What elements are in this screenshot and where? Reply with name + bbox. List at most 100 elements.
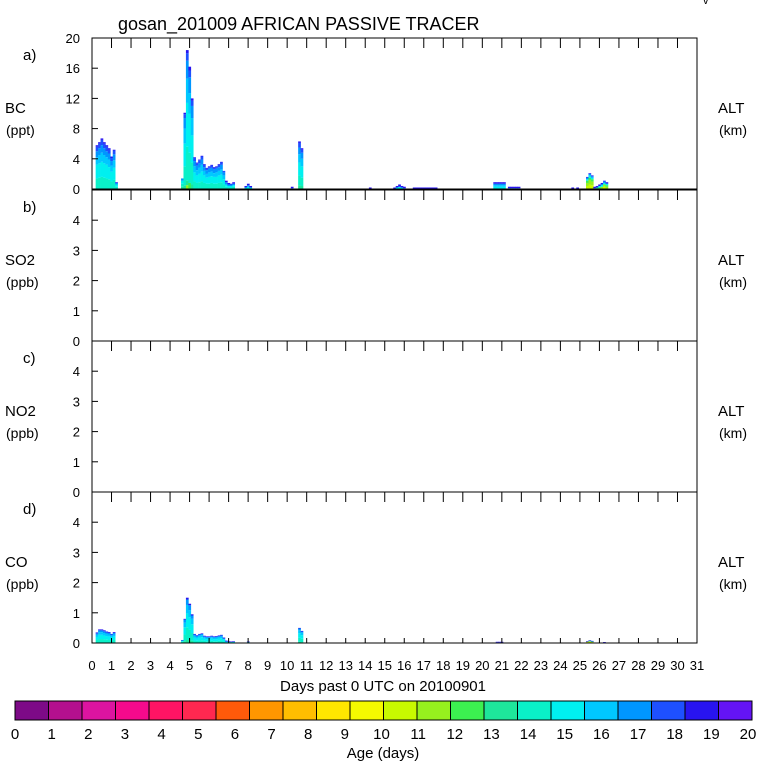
colorbar-tick-label: 20 xyxy=(740,726,757,743)
bar-segment-a-53-1 xyxy=(493,185,497,187)
bar-segment-a-17-1 xyxy=(200,171,204,182)
figure-title: gosan_201009 AFRICAN PASSIVE TRACER xyxy=(118,14,480,35)
panel-b-x-ticks xyxy=(91,190,698,200)
bar-segment-a-4-2 xyxy=(105,157,109,165)
bar-segment-a-56-0 xyxy=(500,186,504,189)
bar-segment-a-18-3 xyxy=(203,167,206,171)
bar-segment-d-2-3 xyxy=(100,630,104,633)
bar-d-37 xyxy=(588,640,592,643)
bar-a-53 xyxy=(493,182,497,189)
x-tick-label: 17 xyxy=(417,658,431,673)
bar-segment-a-21-1 xyxy=(210,176,214,183)
bar-segment-a-10-6 xyxy=(183,112,187,115)
bar-a-1 xyxy=(98,142,101,189)
bar-segment-a-27-1 xyxy=(224,184,228,187)
bar-a-19 xyxy=(205,167,209,189)
bar-segment-d-13-3 xyxy=(193,634,196,636)
bar-segment-d-20-3 xyxy=(210,636,214,638)
bar-segment-d-23-4 xyxy=(217,635,221,637)
bar-segment-d-23-0 xyxy=(217,640,221,643)
bar-segment-d-25-3 xyxy=(222,637,226,639)
bar-segment-a-5-3 xyxy=(107,153,111,160)
bar-segment-a-19-2 xyxy=(205,173,209,178)
bar-segment-a-40-1 xyxy=(398,184,401,187)
y-tick-label: 2 xyxy=(73,425,80,440)
bar-segment-d-21-2 xyxy=(212,637,216,640)
panel-d-frame xyxy=(91,491,698,644)
bar-segment-a-25-3 xyxy=(220,164,223,170)
bar-segment-a-2-4 xyxy=(100,139,104,146)
bar-d-22 xyxy=(215,636,218,643)
bar-segment-d-7-2 xyxy=(112,634,116,637)
colorbar-swatch xyxy=(182,701,217,720)
bar-a-10 xyxy=(183,112,187,189)
bar-segment-d-24-4 xyxy=(220,634,223,636)
right-axis-label: ALT xyxy=(718,554,744,571)
bar-segment-d-18-0 xyxy=(205,641,209,643)
bar-segment-a-56-3 xyxy=(500,182,504,184)
x-tick-label: 8 xyxy=(245,658,252,673)
y-tick-label: 0 xyxy=(73,334,80,349)
bar-segment-d-18-1 xyxy=(205,639,209,642)
bar-segment-d-18-4 xyxy=(205,636,209,637)
bar-segment-d-20-4 xyxy=(210,635,214,637)
bar-segment-d-9-5 xyxy=(183,618,187,620)
bar-segment-a-25-2 xyxy=(220,169,223,175)
colorbar-swatch xyxy=(551,701,585,720)
bar-segment-d-13-2 xyxy=(193,635,196,638)
bar-segment-a-26-1 xyxy=(222,179,226,185)
bar-segment-a-29-1 xyxy=(229,185,233,188)
bar-segment-d-12-1 xyxy=(190,633,194,641)
bar-segment-a-68-1 xyxy=(593,186,597,189)
bar-segment-a-66-1 xyxy=(588,179,592,185)
colorbar-swatch xyxy=(149,701,183,720)
bar-segment-d-1-1 xyxy=(98,634,101,640)
bar-segment-a-22-4 xyxy=(212,167,216,170)
y-tick-label: 3 xyxy=(73,243,80,258)
bar-segment-d-6-4 xyxy=(110,633,114,635)
bar-a-52 xyxy=(434,187,438,189)
bar-segment-a-0-3 xyxy=(95,151,99,158)
bar-segment-a-44-0 xyxy=(415,187,418,189)
bar-segment-a-62-1 xyxy=(517,186,521,189)
bar-segment-a-73-2 xyxy=(605,183,609,186)
bar-d-11 xyxy=(188,603,192,643)
bar-segment-a-35-3 xyxy=(298,154,301,163)
bar-segment-a-24-0 xyxy=(217,182,221,189)
colorbar-swatch xyxy=(584,701,619,720)
bar-a-63 xyxy=(571,187,575,189)
y-tick-label: 4 xyxy=(73,213,80,228)
bar-segment-d-14-0 xyxy=(195,640,199,643)
bar-segment-a-46-0 xyxy=(420,187,423,189)
bar-segment-d-20-2 xyxy=(210,637,214,639)
bar-segment-d-17-2 xyxy=(203,637,206,639)
panel-a-x-ticks xyxy=(91,38,698,48)
bar-d-4 xyxy=(105,631,109,643)
y-tick-label: 0 xyxy=(73,485,80,500)
bar-segment-a-29-0 xyxy=(229,187,233,189)
bar-segment-a-2-3 xyxy=(100,145,104,153)
bar-segment-a-32-0 xyxy=(246,186,250,189)
colorbar-swatch xyxy=(48,701,83,720)
bar-segment-d-9-2 xyxy=(183,627,187,635)
bar-segment-d-2-0 xyxy=(100,639,104,643)
bar-segment-a-5-1 xyxy=(107,167,111,180)
bar-segment-d-2-1 xyxy=(100,634,104,640)
bar-segment-d-17-1 xyxy=(203,638,206,641)
x-tick-label: 27 xyxy=(612,658,626,673)
bar-segment-d-20-0 xyxy=(210,640,214,643)
bar-a-72 xyxy=(603,180,606,189)
bar-segment-d-24-2 xyxy=(220,636,223,639)
bar-d-2 xyxy=(100,629,104,643)
bar-segment-d-12-0 xyxy=(190,640,194,643)
bar-segment-a-64-0 xyxy=(576,187,579,189)
bar-d-17 xyxy=(203,635,206,643)
bar-segment-d-33-1 xyxy=(495,641,499,643)
bar-segment-a-23-3 xyxy=(215,168,218,173)
bar-segment-a-5-2 xyxy=(107,159,111,168)
right-axis-units: (km) xyxy=(719,274,747,290)
bar-segment-d-26-1 xyxy=(224,640,228,642)
colorbar-tick-label: 3 xyxy=(121,726,129,743)
x-tick-label: 30 xyxy=(670,658,684,673)
bar-segment-a-11-3 xyxy=(185,102,189,147)
